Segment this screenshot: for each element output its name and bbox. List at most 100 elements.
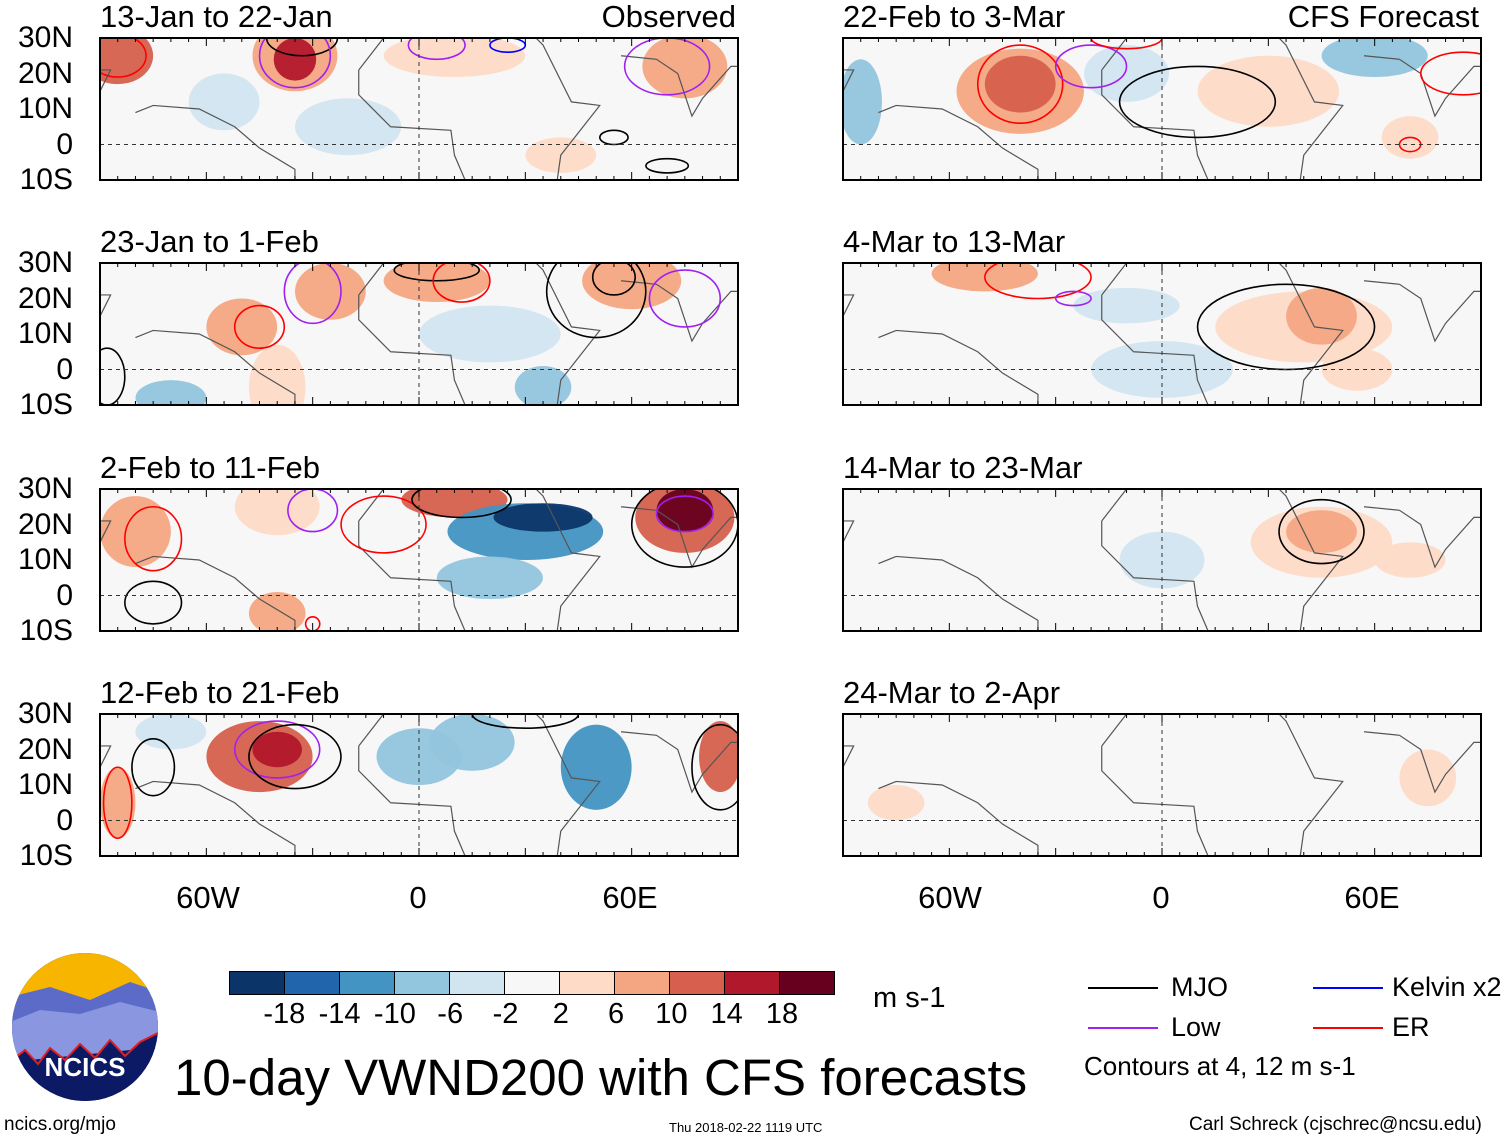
wind-anomaly-region: [429, 714, 515, 771]
contour-line: [645, 157, 690, 174]
lat-label: 20N: [17, 56, 73, 90]
map-panel: 13-Jan to 22-Jan Observed: [99, 1, 739, 181]
legend-label: Kelvin x2: [1392, 972, 1502, 1002]
coastline-africa: [1101, 263, 1344, 405]
contour-line: [976, 44, 1064, 125]
lat-label: 10N: [17, 543, 73, 576]
wind-anomaly-region: [1119, 531, 1205, 589]
coastline-americas: [100, 294, 296, 405]
contour-line: [411, 489, 512, 519]
panel-title: 2-Feb to 11-Feb: [100, 450, 320, 485]
coastline-americas: [100, 520, 296, 631]
contour-line: [984, 263, 1092, 300]
contour-line: [1054, 44, 1128, 89]
wind-anomaly-region: [656, 489, 714, 532]
wind-anomaly-region: [1286, 510, 1357, 553]
contour-line: [248, 723, 342, 790]
wind-anomaly-region: [188, 73, 260, 131]
wind-anomaly-region: [436, 556, 543, 600]
wind-anomaly-region: [135, 380, 207, 405]
colorbar-tick-label: -10: [373, 998, 416, 1030]
wind-anomaly-region: [273, 38, 317, 81]
wind-anomaly-region: [252, 731, 303, 768]
figure-title: 10-day VWND200 with CFS forecasts: [174, 1049, 1028, 1106]
wind-anomaly-region: [100, 496, 171, 568]
contour-line: [1090, 38, 1163, 50]
coastline-africa: [1101, 714, 1344, 856]
legend-line-kelvin: [1313, 987, 1383, 989]
panel-title: 12-Feb to 21-Feb: [100, 675, 340, 710]
contour-line: [102, 766, 133, 840]
contour-line: [340, 495, 427, 554]
panel-frame: [99, 488, 739, 632]
legend-label: Low: [1171, 1012, 1221, 1042]
map-plot: [99, 37, 739, 181]
coastline-africa: [358, 38, 601, 180]
coastline-americas: [843, 745, 1039, 856]
coastline-asia: [1363, 55, 1481, 118]
colorbar-swatch: [725, 972, 780, 994]
contour-line: [265, 38, 339, 57]
svg-text:NCICS: NCICS: [45, 1052, 126, 1082]
map-panel: 22-Feb to 3-Mar CFS Forecast: [842, 1, 1482, 181]
map-plot: [842, 37, 1482, 181]
map-panel: 4-Mar to 13-Mar: [842, 226, 1482, 406]
map-panel: 24-Mar to 2-Apr: [842, 677, 1482, 857]
wind-anomaly-region: [1321, 38, 1428, 78]
map-plot: [842, 713, 1482, 857]
contour-line: [648, 269, 722, 328]
coastline-americas: [843, 294, 1039, 405]
lat-label: 10N: [17, 768, 73, 801]
map-panel: 12-Feb to 21-Feb: [99, 677, 739, 857]
wind-anomaly-region: [843, 59, 882, 145]
field-layer: [843, 714, 1481, 856]
panel-title: 14-Mar to 23-Mar: [843, 450, 1083, 485]
timestamp: Thu 2018-02-22 1119 UTC: [669, 1120, 823, 1135]
panel-title: 23-Jan to 1-Feb: [100, 224, 319, 259]
coastline-asia: [620, 280, 738, 343]
coastline-asia: [620, 731, 738, 794]
contour-line: [1118, 65, 1277, 139]
lat-label: 10S: [19, 839, 73, 872]
field-layer: [843, 38, 1481, 180]
lon-label: 60W: [918, 880, 982, 915]
contour-line: [131, 738, 176, 797]
contour-line: [407, 38, 466, 61]
lon-label: 0: [1152, 880, 1170, 915]
map-plot: [842, 488, 1482, 632]
lat-label: 10N: [17, 92, 73, 125]
contour-line: [287, 489, 339, 533]
source-link[interactable]: ncics.org/mjo: [4, 1114, 116, 1135]
coastline-asia: [1363, 280, 1481, 343]
coastline-asia: [1363, 506, 1481, 569]
panel-frame: [99, 262, 739, 406]
colorbar-tick-label: 2: [552, 998, 569, 1030]
colorbar-tick-label: 10: [655, 998, 688, 1030]
panel-title: 4-Mar to 13-Mar: [843, 224, 1066, 259]
panel-frame: [99, 37, 739, 181]
lat-label: 10S: [19, 163, 73, 196]
wind-anomaly-region: [1197, 55, 1340, 127]
colorbar: [229, 971, 835, 995]
panel-frame: [842, 488, 1482, 632]
colorbar-tick-label: 14: [710, 998, 743, 1030]
wind-anomaly-region: [100, 767, 136, 839]
panel-title: 13-Jan to 22-Jan: [100, 0, 333, 34]
panel-title: 24-Mar to 2-Apr: [843, 675, 1061, 710]
coastline-africa: [1101, 38, 1344, 180]
lat-label: 0: [56, 803, 73, 837]
contour-line: [1278, 498, 1365, 565]
field-layer: [100, 38, 738, 180]
colorbar-swatch: [670, 972, 725, 994]
contour-line: [545, 263, 647, 339]
coastline-asia: [1363, 731, 1481, 794]
coastline-asia: [620, 55, 738, 118]
coastline-americas: [843, 520, 1039, 631]
wind-anomaly-region: [1073, 287, 1180, 324]
coastline-africa: [1101, 489, 1344, 631]
coastline-africa: [358, 489, 601, 631]
lat-label: 10N: [17, 317, 73, 350]
colorbar-swatch: [395, 972, 450, 994]
lat-label: 30N: [17, 21, 73, 54]
lat-label: 20N: [17, 732, 73, 766]
